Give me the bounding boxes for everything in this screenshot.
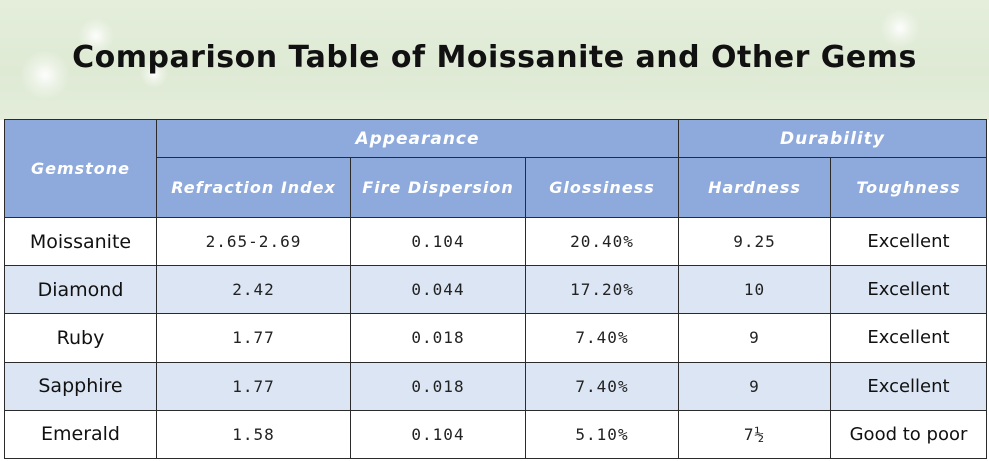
- fire-value: 0.104: [350, 216, 526, 267]
- table-row: Moissanite 2.65-2.69 0.104 20.40% 9.25 E…: [4, 216, 987, 267]
- hardness-value: 10: [678, 265, 831, 315]
- gloss-value: 5.10%: [525, 409, 679, 460]
- sparkle-decoration: [78, 18, 114, 54]
- toughness-value: Good to poor: [830, 409, 987, 460]
- refraction-value: 2.42: [156, 265, 351, 315]
- gloss-value: 7.40%: [525, 313, 679, 363]
- header-gemstone: Gemstone: [4, 119, 157, 218]
- hardness-value: 9: [678, 313, 831, 363]
- refraction-value: 1.77: [156, 361, 351, 411]
- sparkle-decoration: [880, 8, 920, 48]
- header-glossiness: Glossiness: [525, 157, 679, 218]
- gem-name: Emerald: [4, 409, 157, 460]
- toughness-value: Excellent: [830, 216, 987, 267]
- fire-value: 0.018: [350, 313, 526, 363]
- fire-value: 0.104: [350, 409, 526, 460]
- header-hardness: Hardness: [678, 157, 831, 218]
- title-banner: [0, 0, 989, 120]
- hardness-value: 7½: [678, 409, 831, 460]
- sparkle-decoration: [140, 60, 168, 88]
- fire-value: 0.044: [350, 265, 526, 315]
- refraction-value: 1.58: [156, 409, 351, 460]
- sparkle-decoration: [20, 50, 70, 100]
- gem-name: Diamond: [4, 265, 157, 315]
- header-toughness: Toughness: [830, 157, 987, 218]
- header-refraction-index: Refraction Index: [156, 157, 351, 218]
- gem-name: Ruby: [4, 313, 157, 363]
- table-row: Emerald 1.58 0.104 5.10% 7½ Good to poor: [4, 409, 987, 460]
- hardness-value: 9.25: [678, 216, 831, 267]
- gem-name: Moissanite: [4, 216, 157, 267]
- gloss-value: 7.40%: [525, 361, 679, 411]
- fire-value: 0.018: [350, 361, 526, 411]
- hardness-value: 9: [678, 361, 831, 411]
- header-durability: Durability: [678, 119, 987, 158]
- table-row: Sapphire 1.77 0.018 7.40% 9 Excellent: [4, 361, 987, 411]
- gloss-value: 17.20%: [525, 265, 679, 315]
- toughness-value: Excellent: [830, 313, 987, 363]
- table-row: Diamond 2.42 0.044 17.20% 10 Excellent: [4, 265, 987, 315]
- header-appearance: Appearance: [156, 119, 679, 158]
- toughness-value: Excellent: [830, 361, 987, 411]
- page-title: Comparison Table of Moissanite and Other…: [72, 40, 917, 75]
- comparison-table: Gemstone Appearance Durability Refractio…: [4, 119, 987, 460]
- table-row: Ruby 1.77 0.018 7.40% 9 Excellent: [4, 313, 987, 363]
- header-fire-dispersion: Fire Dispersion: [350, 157, 526, 218]
- refraction-value: 2.65-2.69: [156, 216, 351, 267]
- gloss-value: 20.40%: [525, 216, 679, 267]
- toughness-value: Excellent: [830, 265, 987, 315]
- gem-name: Sapphire: [4, 361, 157, 411]
- refraction-value: 1.77: [156, 313, 351, 363]
